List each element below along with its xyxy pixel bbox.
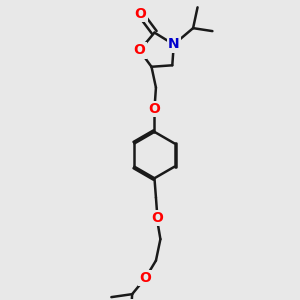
Text: N: N — [168, 38, 180, 52]
Text: O: O — [135, 7, 146, 21]
Text: O: O — [152, 211, 164, 225]
Text: O: O — [148, 102, 160, 116]
Text: O: O — [140, 271, 152, 285]
Text: O: O — [134, 44, 146, 57]
